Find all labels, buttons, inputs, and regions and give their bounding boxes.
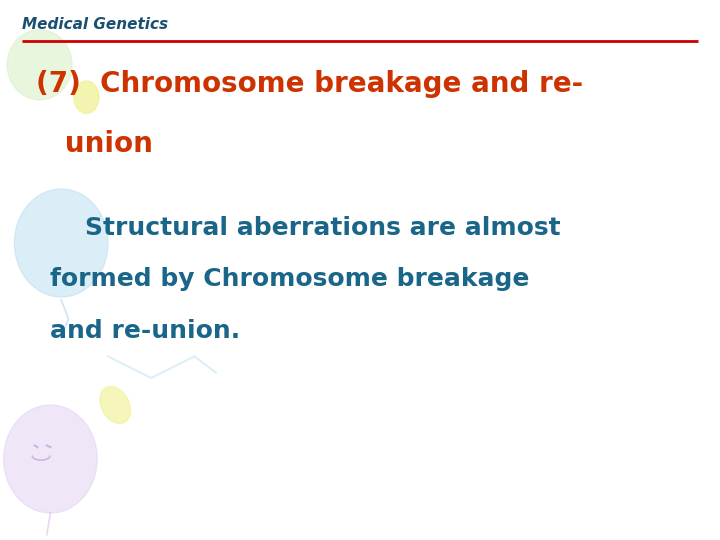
Ellipse shape: [100, 387, 130, 423]
Text: and re-union.: and re-union.: [50, 319, 240, 342]
Text: formed by Chromosome breakage: formed by Chromosome breakage: [50, 267, 530, 291]
Text: union: union: [36, 130, 153, 158]
Ellipse shape: [4, 405, 97, 513]
Ellipse shape: [73, 81, 99, 113]
Text: Medical Genetics: Medical Genetics: [22, 17, 168, 32]
Text: (7)  Chromosome breakage and re-: (7) Chromosome breakage and re-: [36, 70, 583, 98]
Ellipse shape: [7, 30, 72, 100]
Text: Structural aberrations are almost: Structural aberrations are almost: [50, 216, 561, 240]
Ellipse shape: [14, 189, 108, 297]
